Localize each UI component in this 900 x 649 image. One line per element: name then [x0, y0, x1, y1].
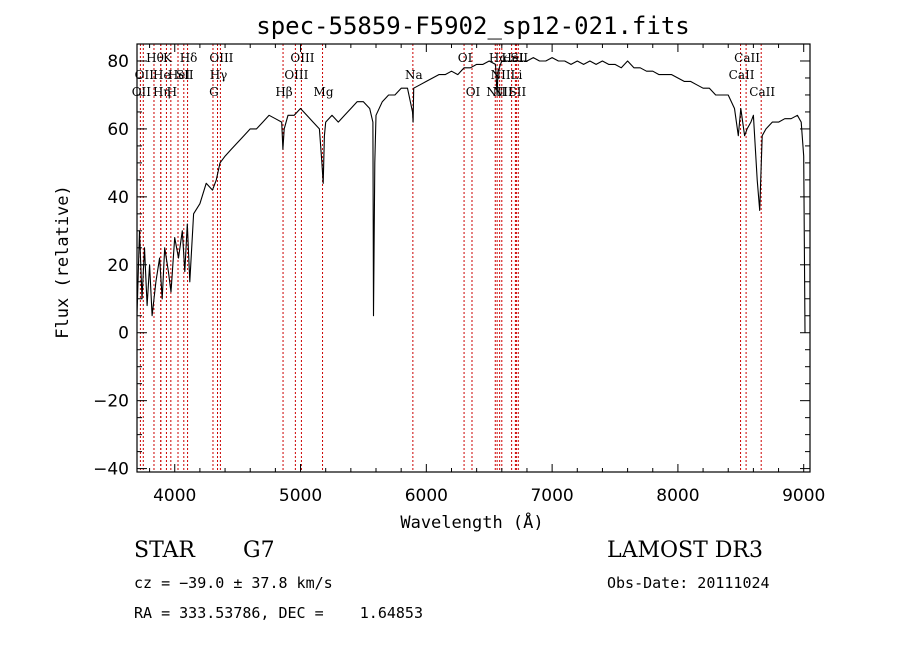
spectral-line-label: OI — [458, 51, 473, 65]
spectral-line-label: Hγ — [210, 68, 228, 82]
spectral-line-label: SII — [510, 51, 528, 65]
spectral-line-label: OIII — [290, 51, 314, 65]
spectral-line-label: OIII — [209, 51, 233, 65]
spectral-line-label: CaII — [749, 85, 775, 99]
spectral-line-label: Hη — [153, 85, 171, 99]
spectral-line-label: Na — [405, 68, 423, 82]
spectral-line-label: K — [163, 51, 173, 65]
x-tick-label: 7000 — [530, 486, 573, 506]
spectral-line-label: CaII — [729, 68, 755, 82]
spectral-line-markers — [139, 44, 762, 472]
spectral-line-label: OII — [135, 68, 155, 82]
y-axis-label: Flux (relative) — [53, 185, 73, 339]
ra-dec-coordinates: RA = 333.53786, DEC = 1.64853 — [134, 604, 423, 622]
x-axis: 4000 5000 6000 7000 8000 9000 — [149, 44, 825, 506]
chart-title: spec-55859-F5902_sp12-021.fits — [256, 12, 689, 40]
spectral-line-label: CaII — [734, 51, 760, 65]
y-tick-label: −40 — [93, 460, 129, 480]
spectral-line-label: HeI — [168, 68, 191, 82]
redshift-velocity: cz = −39.0 ± 37.8 km/s — [134, 574, 333, 592]
spectrum-line — [136, 57, 806, 333]
x-tick-label: 4000 — [153, 486, 196, 506]
spectral-line-label: OI — [466, 85, 481, 99]
object-class: STAR — [134, 538, 195, 563]
spectral-line-label: OIII — [284, 68, 308, 82]
spectral-line-label: Li — [510, 68, 522, 82]
spectral-line-label: SII — [176, 68, 194, 82]
y-axis: −40 −20 0 20 40 60 80 — [93, 52, 810, 480]
spectral-line-labels: OIIOIIHθHηHeKHHeISIIHδGHγOIIIHβOIIIOIIIM… — [132, 51, 776, 99]
spectral-line-label: NII — [486, 85, 506, 99]
spectral-line-label: OII — [132, 85, 152, 99]
spectral-line-label: Hβ — [275, 85, 292, 99]
object-subclass: G7 — [243, 538, 275, 563]
y-tick-label: 0 — [118, 324, 129, 344]
spectral-line-label: Hθ — [146, 51, 164, 65]
plot-frame — [136, 43, 811, 473]
x-tick-label: 8000 — [656, 486, 699, 506]
spectral-line-label: Hδ — [180, 51, 198, 65]
spectral-line-label: G — [209, 85, 219, 99]
x-tick-label: 9000 — [782, 486, 825, 506]
spectral-line-label: He — [153, 68, 171, 82]
survey-name: LAMOST DR3 — [607, 538, 763, 563]
spectral-line-label: Mg — [314, 85, 334, 99]
y-tick-label: 60 — [107, 120, 129, 140]
x-tick-label: 5000 — [279, 486, 322, 506]
y-tick-label: 20 — [107, 256, 129, 276]
y-tick-label: −20 — [93, 392, 129, 412]
x-tick-label: 6000 — [405, 486, 448, 506]
observation-date: Obs-Date: 20111024 — [607, 574, 770, 592]
spectral-line-label: SII — [509, 85, 527, 99]
spectral-line-label: NII — [491, 68, 511, 82]
y-tick-label: 80 — [107, 52, 129, 72]
y-tick-label: 40 — [107, 188, 129, 208]
spectral-line-label: H — [167, 85, 177, 99]
x-axis-label: Wavelength (Å) — [400, 511, 543, 533]
